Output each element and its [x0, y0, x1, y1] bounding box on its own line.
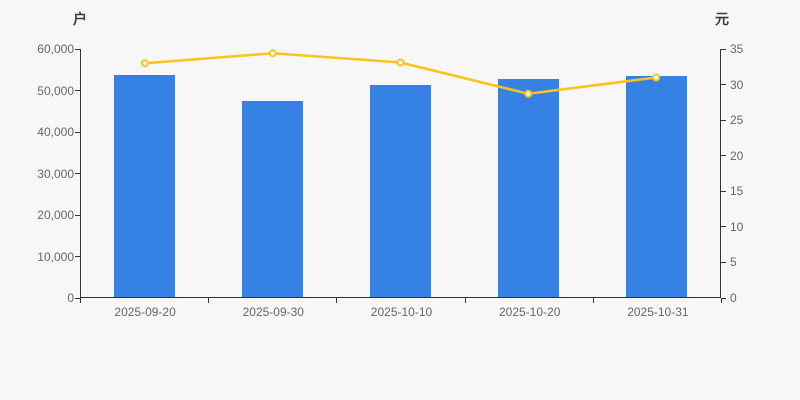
x-axis-tick: [80, 298, 81, 303]
x-axis-tick: [592, 298, 594, 303]
y-left-tick-label: 20,000: [37, 208, 74, 222]
x-axis-tick-label: 2025-10-20: [498, 305, 561, 319]
y-right-axis-tick: [721, 155, 726, 157]
y-left-tick-label: 40,000: [37, 125, 74, 139]
y-right-axis-tick: [721, 261, 726, 263]
bar[interactable]: [370, 84, 431, 297]
x-axis-tick: [721, 298, 722, 303]
bar[interactable]: [497, 78, 559, 297]
y-right-tick-label: 10: [730, 219, 744, 234]
y-left-axis-tick: [75, 297, 80, 299]
right-axis-unit-label: 元: [715, 11, 729, 27]
y-left-axis-tick: [75, 90, 80, 91]
y-left-tick-label: 10,000: [37, 249, 74, 264]
y-right-tick-label: 15: [730, 184, 744, 199]
bar[interactable]: [625, 76, 687, 297]
y-right-tick-label: 25: [730, 113, 744, 128]
left-axis-unit-label: 户: [73, 11, 87, 27]
line-point-marker[interactable]: [652, 73, 661, 82]
x-axis-tick: [208, 298, 210, 303]
y-right-tick-label: 0: [730, 291, 737, 305]
line-series: [140, 49, 661, 98]
y-right-tick-label: 35: [730, 42, 744, 56]
x-axis-tick-label: 2025-10-10: [370, 305, 433, 319]
y-right-tick-label: 20: [730, 148, 744, 163]
y-left-tick-label: 50,000: [37, 83, 74, 98]
y-right-axis-tick: [721, 48, 726, 50]
y-left-axis-tick: [75, 214, 80, 216]
line-point-marker[interactable]: [524, 89, 533, 98]
y-right-tick-label: 30: [730, 77, 744, 92]
y-left-axis-tick: [75, 131, 80, 133]
bar[interactable]: [114, 75, 176, 297]
x-axis-tick: [464, 298, 466, 303]
y-right-axis-tick: [721, 84, 726, 86]
y-left-axis-tick: [75, 48, 80, 50]
y-left-axis-tick: [75, 173, 80, 174]
line-point-marker[interactable]: [396, 58, 405, 67]
line-point-marker[interactable]: [268, 49, 277, 58]
series-layer: [81, 49, 720, 297]
y-left-tick-label: 30,000: [37, 166, 74, 181]
plot-area: [80, 49, 721, 298]
x-axis-tick-label: 2025-10-31: [627, 305, 689, 319]
y-right-axis-tick: [721, 190, 726, 192]
y-right-axis-tick: [721, 226, 726, 228]
line-point-marker[interactable]: [140, 59, 149, 68]
y-right-axis-tick: [721, 297, 726, 299]
bar[interactable]: [242, 101, 304, 297]
y-left-axis-tick: [75, 256, 80, 257]
y-right-axis-tick: [721, 119, 726, 121]
x-axis-tick-label: 2025-09-20: [114, 305, 176, 319]
y-left-tick-label: 0: [67, 291, 74, 305]
x-axis-tick: [336, 298, 338, 303]
y-left-tick-label: 60,000: [37, 42, 74, 56]
x-axis-tick-label: 2025-09-30: [242, 305, 304, 319]
y-right-tick-label: 5: [730, 255, 737, 270]
